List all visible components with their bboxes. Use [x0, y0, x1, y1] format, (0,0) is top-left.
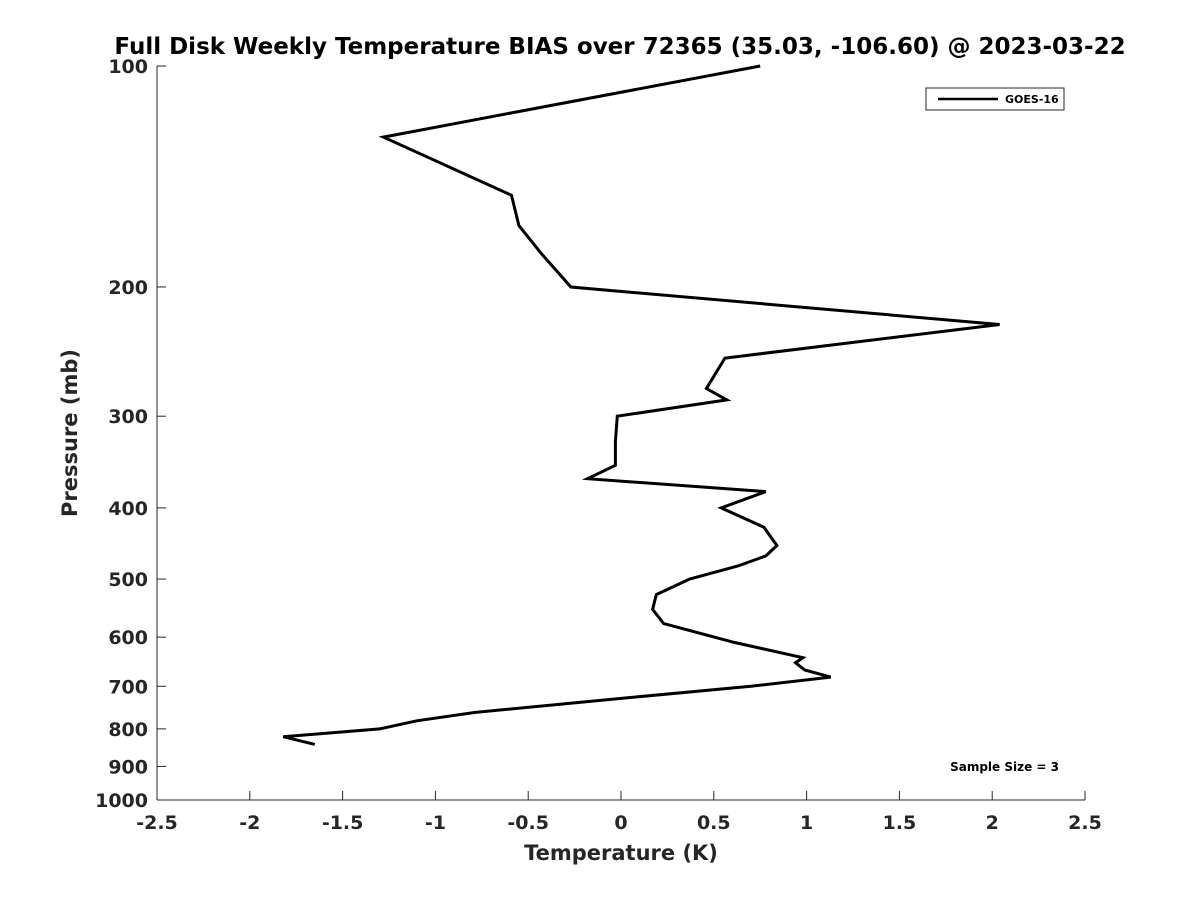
y-tick-label: 900 — [108, 756, 148, 778]
x-tick-label: 2 — [986, 812, 999, 834]
y-tick-label: 400 — [108, 498, 148, 520]
chart-title: Full Disk Weekly Temperature BIAS over 7… — [114, 34, 1125, 60]
x-tick-label: -1.5 — [322, 812, 364, 834]
x-tick-label: 0.5 — [697, 812, 731, 834]
y-tick-label: 200 — [108, 277, 148, 299]
sample-size-annotation: Sample Size = 3 — [950, 760, 1059, 774]
x-tick-label: -0.5 — [507, 812, 549, 834]
x-tick-label: 2.5 — [1068, 812, 1102, 834]
y-tick-label: 600 — [108, 627, 148, 649]
y-tick-label: 800 — [108, 719, 148, 741]
y-axis-label: Pressure (mb) — [58, 349, 82, 517]
plot-area — [282, 64, 1000, 746]
x-tick-label: -2 — [239, 812, 260, 834]
y-tick-label: 1000 — [95, 790, 148, 812]
y-tick-label: 500 — [108, 569, 148, 591]
x-tick-label: 1.5 — [883, 812, 917, 834]
x-tick-label: 0 — [614, 812, 627, 834]
series-line-goes-16 — [282, 64, 1000, 746]
y-tick-label: 300 — [108, 406, 148, 428]
y-ticks: 100 200 300 400 500 600 700 800 900 1000 — [95, 56, 166, 812]
legend-label-goes-16: GOES-16 — [1005, 93, 1059, 106]
x-tick-label: -1 — [425, 812, 446, 834]
x-axis-label: Temperature (K) — [524, 841, 718, 865]
y-tick-label: 100 — [108, 56, 148, 78]
y-tick-label: 700 — [108, 676, 148, 698]
x-tick-label: 1 — [800, 812, 813, 834]
legend: GOES-16 — [925, 87, 1065, 111]
x-tick-label: -2.5 — [136, 812, 178, 834]
x-ticks: -2.5 -2 -1.5 -1 -0.5 0 0.5 1 1.5 2 2.5 — [136, 791, 1102, 834]
